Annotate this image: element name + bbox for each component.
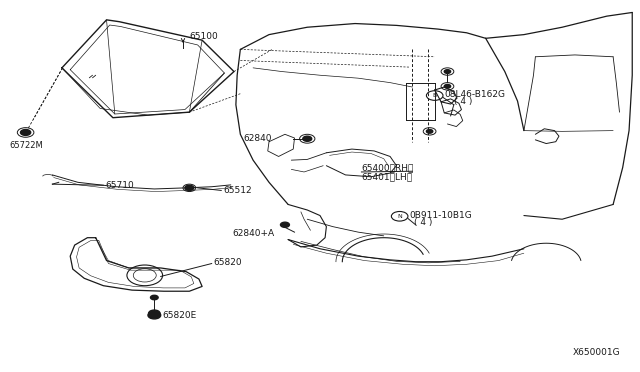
Text: 65722M: 65722M (9, 141, 43, 150)
Circle shape (280, 222, 289, 227)
Text: B: B (432, 93, 436, 98)
Text: 65100: 65100 (189, 32, 218, 41)
Circle shape (20, 129, 31, 135)
Text: ( 4 ): ( 4 ) (454, 97, 472, 106)
Text: 65710: 65710 (105, 181, 134, 190)
Text: 62840: 62840 (244, 134, 272, 142)
Text: ( 4 ): ( 4 ) (414, 218, 433, 227)
Text: 65512: 65512 (223, 186, 252, 195)
Circle shape (185, 185, 194, 190)
Text: X650001G: X650001G (573, 347, 621, 357)
Text: 65820E: 65820E (162, 311, 196, 320)
Circle shape (444, 84, 451, 88)
Circle shape (426, 129, 433, 133)
Circle shape (150, 295, 158, 300)
Text: 65401〈LH〉: 65401〈LH〉 (362, 172, 413, 181)
Text: 65400〈RH〉: 65400〈RH〉 (362, 164, 414, 173)
Circle shape (303, 136, 312, 141)
Circle shape (148, 310, 160, 317)
Circle shape (148, 311, 161, 319)
Text: 65820: 65820 (213, 258, 241, 267)
Circle shape (444, 70, 451, 73)
Text: 62840+A: 62840+A (232, 230, 274, 238)
Text: N: N (397, 214, 402, 219)
Text: 08L46-B162G: 08L46-B162G (444, 90, 505, 99)
Text: 0B911-10B1G: 0B911-10B1G (409, 211, 472, 220)
